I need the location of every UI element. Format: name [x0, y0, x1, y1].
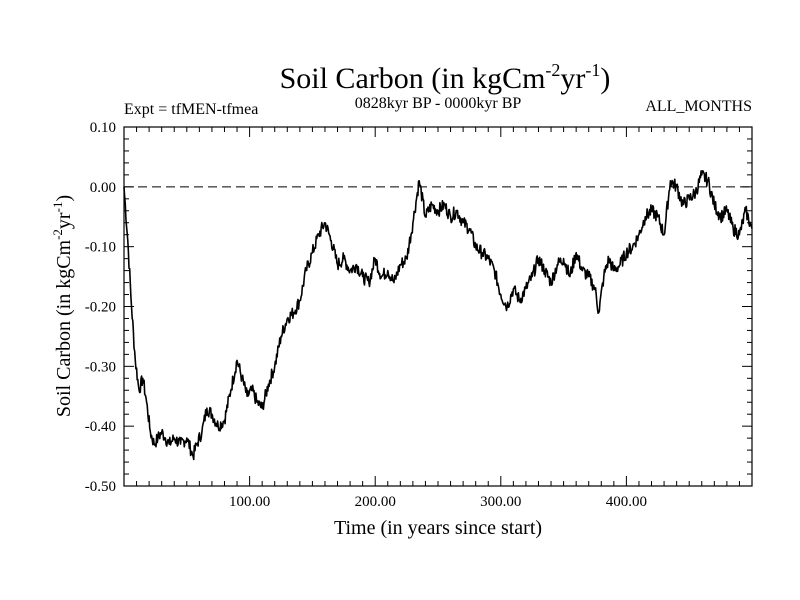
months-label: ALL_MONTHS	[645, 98, 752, 115]
y-tick-label: -0.10	[85, 240, 116, 256]
y-axis-label: Soil Carbon (in kgCm-2yr-1)	[50, 195, 75, 417]
time-range-label: 0828kyr BP - 0000kyr BP	[355, 95, 522, 112]
y-tick-label: -0.50	[85, 479, 116, 495]
x-tick-label: 400.00	[606, 494, 647, 510]
x-tick-label: 100.00	[229, 494, 270, 510]
y-tick-label: -0.40	[85, 419, 116, 435]
y-tick-label: -0.30	[85, 359, 116, 375]
x-axis-label: Time (in years since start)	[334, 517, 542, 539]
y-tick-label: 0.10	[90, 120, 116, 136]
experiment-label: Expt = tfMEN-tfmea	[124, 101, 258, 118]
y-tick-label: -0.20	[85, 300, 116, 316]
x-tick-label: 300.00	[480, 494, 521, 510]
chart-title: Soil Carbon (in kgCm-2yr-1)	[280, 60, 611, 95]
soil-carbon-series-line	[123, 170, 753, 461]
plot-frame	[123, 126, 753, 487]
x-tick-label: 200.00	[355, 494, 396, 510]
y-tick-label: 0.00	[90, 180, 116, 196]
